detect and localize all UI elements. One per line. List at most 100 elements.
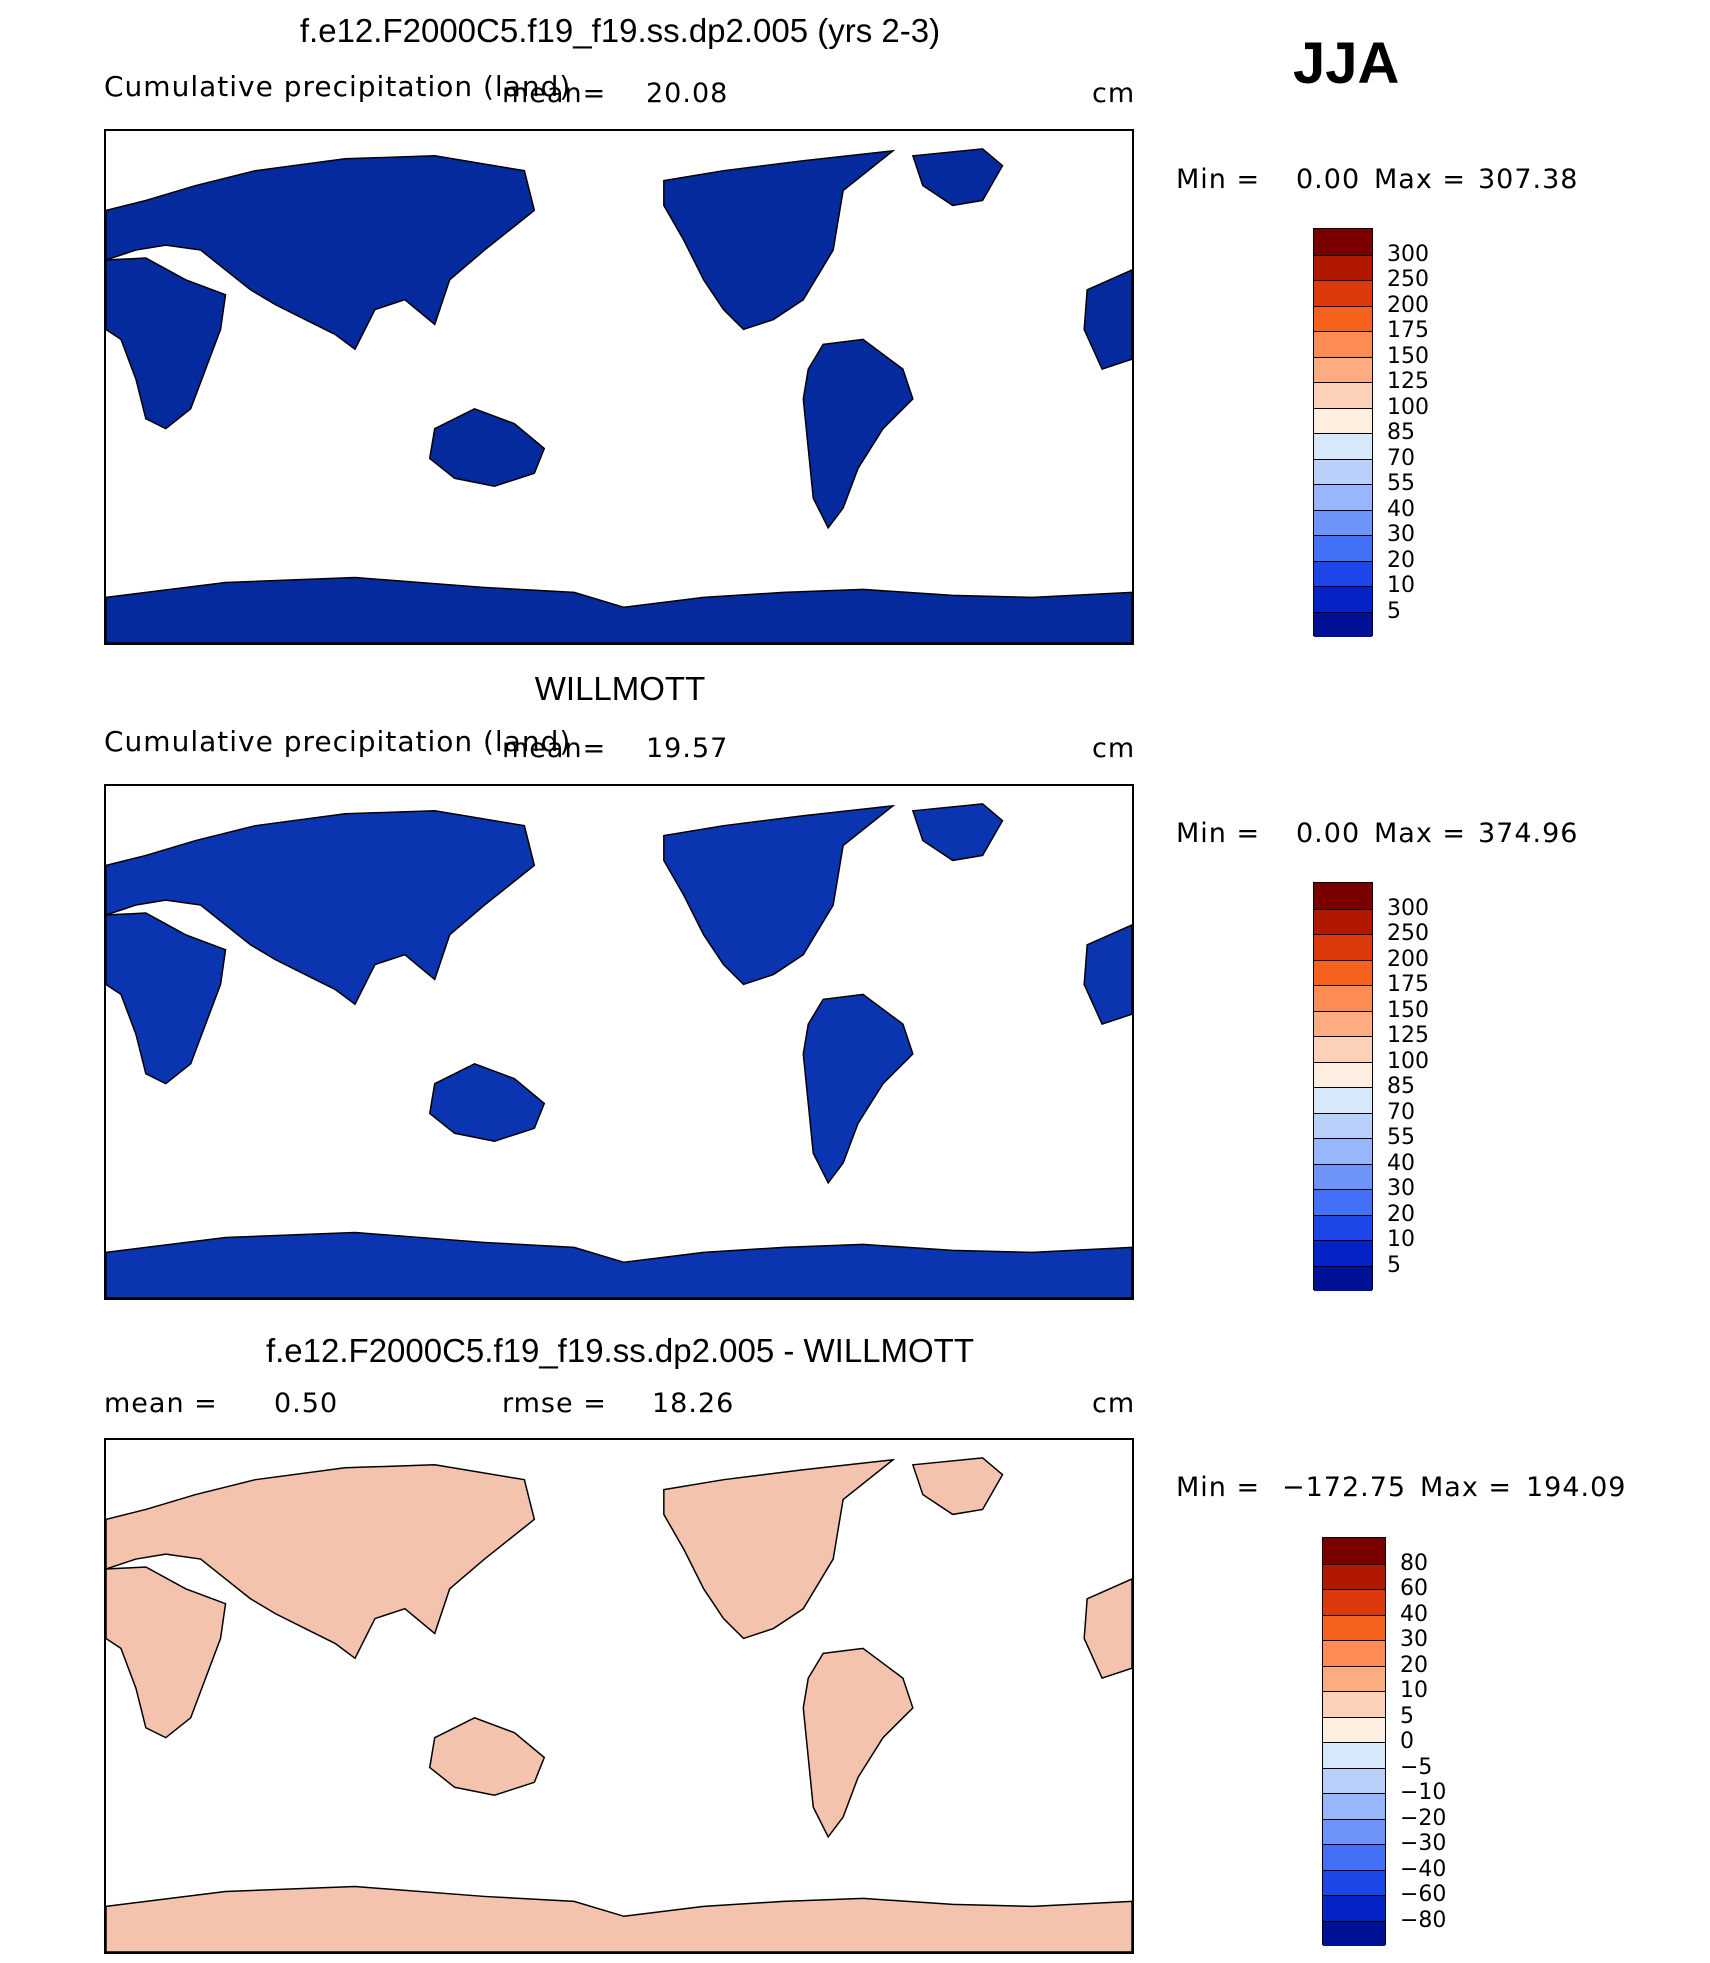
colorbar-swatch [1314, 1087, 1372, 1113]
colorbar-swatch [1314, 985, 1372, 1011]
panel3-max-label: Max = [1420, 1472, 1513, 1503]
colorbar-swatch [1323, 1614, 1385, 1640]
colorbar-tick-label: −80 [1400, 1907, 1447, 1933]
panel3-min-value: −172.75 [1282, 1472, 1407, 1503]
colorbar-tick-label: 70 [1387, 445, 1415, 471]
colorbar-swatch [1314, 1112, 1372, 1138]
colorbar-tick-label: −20 [1400, 1805, 1447, 1831]
colorbar-tick-label: −5 [1400, 1754, 1433, 1780]
panel3-title: f.e12.F2000C5.f19_f19.ss.dp2.005 - WILLM… [265, 1332, 975, 1369]
colorbar-tick-label: 85 [1387, 420, 1415, 445]
europe-edge-landmass [1083, 1578, 1132, 1680]
australia-landmass [428, 1063, 546, 1142]
season-label: JJA [1293, 31, 1400, 96]
africa-landmass [106, 912, 227, 1085]
panel3-map [104, 1438, 1134, 1954]
colorbar-tick-label: 40 [1387, 1150, 1415, 1176]
panel3-mean-label: mean = [104, 1388, 218, 1419]
colorbar-swatch [1314, 484, 1372, 510]
colorbar-tick-label: 40 [1387, 496, 1415, 522]
colorbar-tick-label: 150 [1387, 343, 1429, 369]
panel1-variable-label: Cumulative precipitation (land) [104, 70, 572, 103]
colorbar-swatch [1314, 611, 1372, 637]
colorbar-tick-label: 20 [1387, 547, 1415, 573]
colorbar-swatch [1314, 305, 1372, 331]
colorbar-swatch [1314, 1036, 1372, 1062]
colorbar-swatch [1323, 1563, 1385, 1589]
colorbar-tick-label: 55 [1387, 1125, 1415, 1150]
south-america-landmass [802, 1647, 914, 1839]
panel1-world-map [106, 148, 1132, 643]
colorbar-swatches [1313, 228, 1373, 637]
panel3-land [106, 1457, 1132, 1952]
panel2-min-label: Min = [1176, 818, 1261, 849]
colorbar-swatch [1314, 509, 1372, 535]
colorbar-swatch [1314, 1010, 1372, 1036]
colorbar-swatch [1314, 280, 1372, 306]
colorbar-swatch [1314, 1265, 1372, 1291]
colorbar-tick-label: 5 [1387, 1252, 1401, 1278]
antarctica-landmass [106, 576, 1132, 643]
colorbar-tick-label: 100 [1387, 394, 1429, 420]
colorbar-tick-label: 20 [1400, 1652, 1428, 1678]
colorbar-swatch [1314, 356, 1372, 382]
colorbar-swatch [1314, 458, 1372, 484]
colorbar-swatch [1323, 1869, 1385, 1895]
colorbar-swatch [1323, 1844, 1385, 1870]
colorbar-tick-label: 175 [1387, 318, 1429, 343]
colorbar-swatch [1323, 1538, 1385, 1564]
colorbar-swatch [1314, 433, 1372, 459]
australia-landmass [428, 408, 546, 487]
colorbar-swatch [1314, 1138, 1372, 1164]
colorbar-tick-label: 5 [1400, 1703, 1414, 1729]
panel2-mean-label: mean= [502, 733, 607, 764]
colorbar-swatch [1314, 908, 1372, 934]
panel2-units: cm [1092, 733, 1136, 764]
colorbar-swatches [1322, 1537, 1386, 1946]
eurasia-landmass [106, 810, 536, 1006]
panel2-world-map [106, 803, 1132, 1298]
south-america-landmass [802, 993, 914, 1185]
colorbar-swatch [1314, 535, 1372, 561]
north-america-landmass [663, 804, 896, 986]
panel2-max-label: Max = [1374, 818, 1467, 849]
colorbar-tick-label: 175 [1387, 972, 1429, 997]
colorbar-swatch [1314, 1163, 1372, 1189]
colorbar-swatch [1314, 1214, 1372, 1240]
colorbar-tick-label: 20 [1387, 1201, 1415, 1227]
colorbar-tick-label: 55 [1387, 471, 1415, 496]
panel1-mean-label: mean= [502, 78, 607, 109]
panel1-land [106, 148, 1132, 643]
north-america-landmass [663, 1458, 896, 1640]
colorbar-tick-label: −10 [1400, 1780, 1447, 1805]
colorbar-swatch [1323, 1589, 1385, 1615]
panel3-world-map [106, 1457, 1132, 1952]
europe-edge-landmass [1083, 269, 1132, 371]
colorbar-tick-label: 100 [1387, 1048, 1429, 1074]
panel3-mean-value: 0.50 [274, 1388, 339, 1419]
colorbar-tick-label: 60 [1400, 1576, 1428, 1601]
antarctica-landmass [106, 1231, 1132, 1298]
colorbar-tick-label: 200 [1387, 946, 1429, 972]
panel1-mean-value: 20.08 [646, 78, 729, 109]
panel2-title: WILLMOTT [534, 670, 706, 707]
greenland-landmass [911, 1457, 1004, 1516]
panel2-land [106, 803, 1132, 1298]
colorbar-swatch [1323, 1920, 1385, 1946]
colorbar-swatch [1323, 1716, 1385, 1742]
colorbar-swatch [1323, 1742, 1385, 1768]
colorbar-swatch [1323, 1895, 1385, 1921]
colorbar-swatch [1314, 382, 1372, 408]
colorbar-swatch [1314, 586, 1372, 612]
colorbar-tick-label: 250 [1387, 921, 1429, 946]
africa-landmass [106, 1566, 227, 1739]
eurasia-landmass [106, 155, 536, 351]
panel2-map [104, 784, 1134, 1300]
colorbar-tick-label: 5 [1387, 598, 1401, 624]
greenland-landmass [911, 148, 1004, 207]
colorbar-tick-label: 125 [1387, 1023, 1429, 1048]
africa-landmass [106, 257, 227, 430]
colorbar-swatch [1314, 1189, 1372, 1215]
panel1-map [104, 129, 1134, 645]
australia-landmass [428, 1717, 546, 1796]
